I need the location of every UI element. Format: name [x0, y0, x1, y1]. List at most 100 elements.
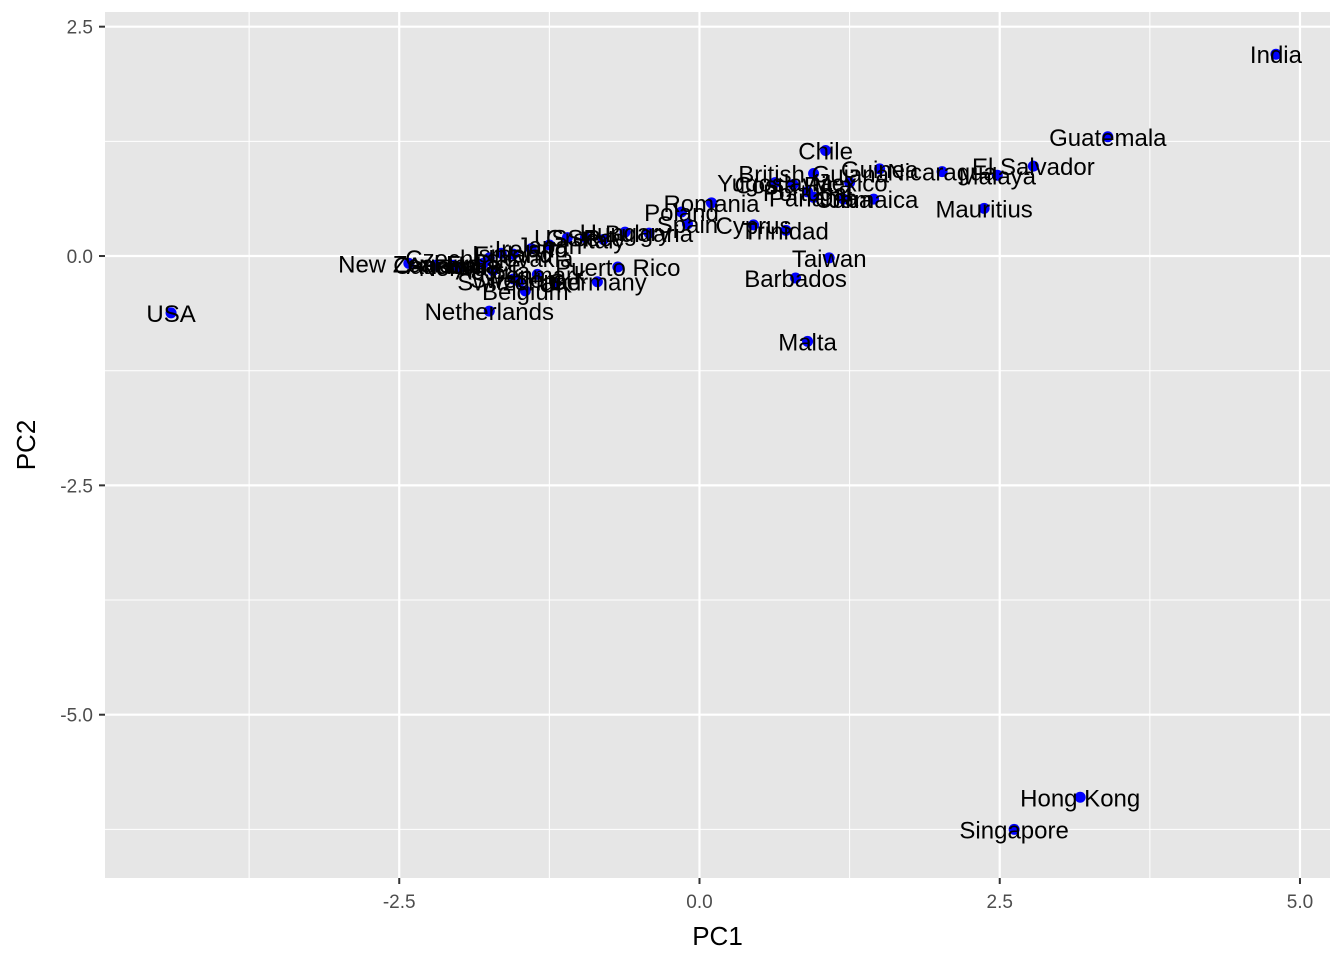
data-point-label: Mexico [812, 171, 888, 198]
data-point [643, 227, 655, 239]
data-point-label: USSR [534, 226, 601, 253]
data-point-label: British Guiana [738, 161, 889, 188]
y-axis: -5.0 -2.5 0.0 2.5 [60, 18, 105, 727]
x-axis-title: PC1 [692, 921, 743, 951]
data-point [769, 177, 781, 189]
data-point [790, 272, 802, 284]
x-tick-label: 5.0 [1287, 892, 1313, 913]
data-point [681, 218, 693, 230]
data-point [612, 261, 624, 273]
data-point [808, 191, 820, 203]
data-point-label: Malaya [959, 163, 1037, 190]
data-point-label: El Salvador [972, 154, 1095, 181]
data-point [531, 268, 543, 280]
x-tick-label: 2.5 [987, 892, 1013, 913]
data-point [705, 197, 717, 209]
data-point [495, 247, 507, 259]
data-point [561, 232, 573, 244]
data-point [844, 177, 856, 189]
data-point [477, 257, 489, 269]
data-point [1074, 791, 1086, 803]
data-point [1008, 823, 1020, 835]
data-point-label: Cyprus [716, 213, 792, 240]
data-point-label: Barbados [744, 266, 847, 293]
data-point-label: Czechoslovakia [405, 246, 574, 273]
data-point-label: UK [539, 272, 572, 299]
data-point-label: Hungary [580, 220, 671, 247]
data-point-label: Ireland [495, 237, 568, 264]
data-point-label: France [446, 251, 521, 278]
data-point-label: India [1250, 42, 1303, 69]
y-tick-label: -2.5 [60, 476, 93, 497]
data-point [429, 259, 441, 271]
data-point-label: Nicaragua [887, 160, 997, 187]
data-point-label: Germany [548, 270, 647, 297]
data-point-label: Guatemala [1049, 125, 1167, 152]
major-gridlines [105, 12, 1330, 878]
data-point-label: Jamaica [829, 187, 919, 214]
data-point-label: Spain [657, 212, 718, 239]
data-point-label: Portugal [763, 180, 852, 207]
data-point-label: Cuba [815, 187, 873, 214]
data-point [487, 265, 499, 277]
data-point-label: Greece [546, 226, 625, 253]
data-point-label: Austria [456, 259, 531, 286]
data-point [507, 248, 519, 260]
data-point-label: Panama [769, 185, 859, 212]
data-point-label: Canada [393, 253, 478, 280]
data-point [780, 224, 792, 236]
data-point [991, 169, 1003, 181]
minor-gridlines [105, 12, 1330, 878]
data-point [549, 278, 561, 290]
data-point-label: Norway [419, 255, 500, 282]
data-point [543, 239, 555, 251]
data-point-label: USA [146, 301, 195, 328]
data-point [579, 232, 591, 244]
data-point-label: Hong Kong [1020, 785, 1140, 812]
data-point-label: Switzerland [457, 270, 581, 297]
y-tick-label: -5.0 [60, 706, 93, 727]
data-point [591, 276, 603, 288]
data-point [787, 178, 799, 190]
data-point [483, 305, 495, 317]
data-point [619, 226, 631, 238]
data-points [165, 48, 1282, 835]
data-point-label: Romania [663, 191, 760, 218]
data-point-label: Belgium [482, 279, 569, 306]
y-tick-label: 0.0 [67, 247, 93, 268]
data-point-label: Italy [581, 228, 625, 255]
data-point [802, 335, 814, 347]
data-point [1270, 48, 1282, 60]
data-point-label: Netherlands [425, 299, 554, 326]
data-point-label: Bulgaria [605, 221, 694, 248]
data-point-label: Taiwan [792, 246, 867, 273]
data-point-label: Finland [474, 242, 553, 269]
data-point [1027, 160, 1039, 172]
data-point [838, 193, 850, 205]
data-point-label: Sweden [470, 267, 557, 294]
y-axis-title: PC2 [11, 420, 41, 471]
x-axis: -2.5 0.0 2.5 5.0 [383, 878, 1313, 913]
data-point-label: Malta [778, 329, 837, 356]
data-point [513, 276, 525, 288]
data-point [978, 202, 990, 214]
data-point-label: Singapore [959, 817, 1068, 844]
data-point-label: Japan [517, 233, 582, 260]
data-point-label: Poland [644, 200, 719, 227]
data-point-label: Trinidad [743, 218, 829, 245]
data-point [675, 206, 687, 218]
data-point [597, 234, 609, 246]
data-point-label: Puerto Rico [555, 255, 680, 282]
data-point [1102, 131, 1114, 143]
data-point-label: Chile [798, 139, 853, 166]
data-point [519, 285, 531, 297]
x-tick-label: -2.5 [383, 892, 416, 913]
data-point [868, 193, 880, 205]
data-point [808, 167, 820, 179]
data-point [823, 252, 835, 264]
y-tick-label: 2.5 [67, 18, 93, 39]
x-tick-label: 0.0 [686, 892, 712, 913]
data-point-label: Guinea [841, 157, 919, 184]
